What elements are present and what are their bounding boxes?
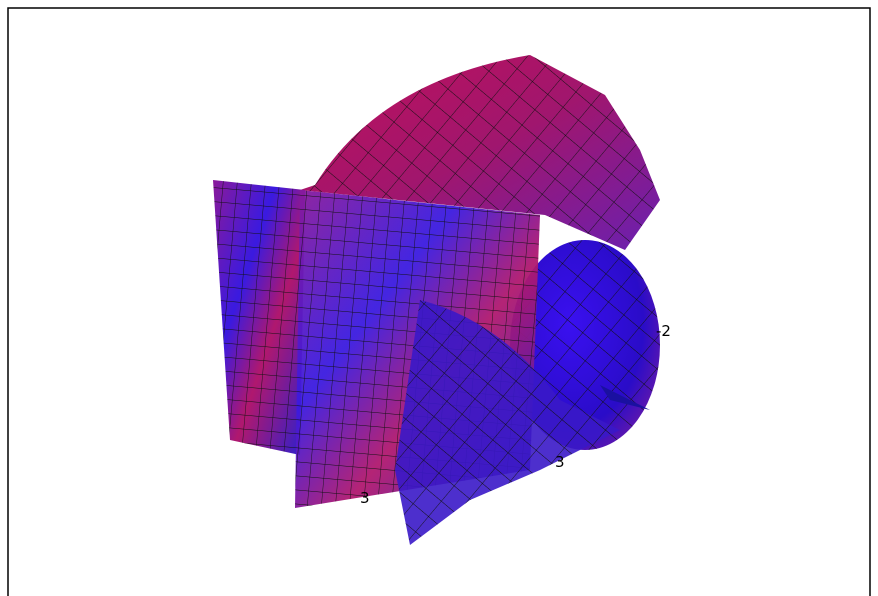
axis-label: 3	[555, 453, 565, 471]
axis-label: 3	[360, 489, 370, 507]
axis-label: -2	[656, 322, 671, 340]
plot-window: -2 3 3	[0, 0, 878, 596]
surfaces	[213, 55, 660, 545]
